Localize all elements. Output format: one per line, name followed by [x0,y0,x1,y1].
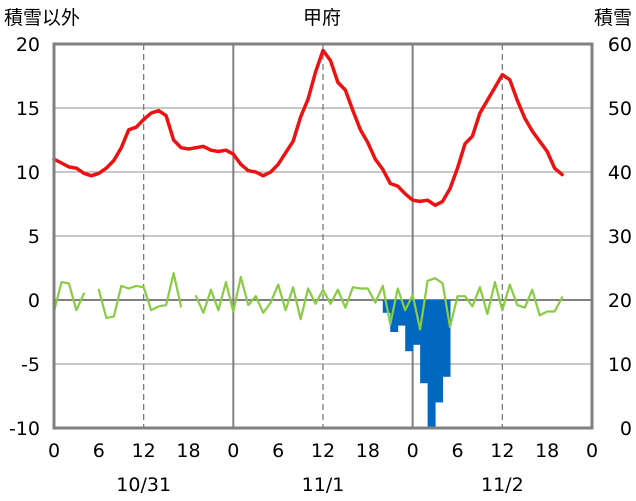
left-tick-label: 20 [16,34,40,56]
x-tick-label: 6 [451,440,463,462]
negative-bar [405,300,414,352]
left-tick-label: 15 [16,98,40,120]
green-series-line [52,272,564,331]
date-label: 10/31 [116,474,171,496]
x-tick-label: 12 [490,440,514,462]
left-tick-label: -10 [9,418,40,440]
date-labels: 10/31 11/1 11/2 [116,474,523,496]
right-tick-label: 20 [608,290,632,312]
negative-bar [427,300,436,428]
negative-bar [435,300,444,403]
x-tick-label: 0 [407,440,419,462]
series-lines [52,48,564,331]
temperature-line [52,48,564,208]
right-tick-label: 40 [608,162,632,184]
right-axis-ticks: 60 50 40 30 20 10 0 [608,34,632,440]
x-tick-label: 18 [176,440,200,462]
x-tick-label: 12 [132,440,156,462]
right-tick-label: 0 [620,418,632,440]
right-tick-label: 10 [608,354,632,376]
negative-bar [397,300,406,326]
x-tick-label: 6 [93,440,105,462]
negative-bar [390,300,399,332]
date-label: 11/2 [481,474,524,496]
right-tick-label: 50 [608,98,632,120]
left-tick-label: 0 [28,290,40,312]
x-tick-label: 6 [272,440,284,462]
x-axis-ticks: 0 6 12 18 0 6 12 18 0 6 12 18 0 [48,440,598,462]
x-tick-label: 18 [356,440,380,462]
left-tick-label: 5 [28,226,40,248]
left-axis-ticks: 20 15 10 5 0 -5 -10 [9,34,40,440]
x-tick-label: 0 [586,440,598,462]
negative-bar [412,300,421,345]
right-tick-label: 30 [608,226,632,248]
right-axis-label: 積雪 [594,7,632,29]
left-tick-label: -5 [21,354,40,376]
x-tick-label: 12 [311,440,335,462]
date-label: 11/1 [302,474,345,496]
plot-frame [52,42,594,430]
chart-title: 甲府 [303,7,341,29]
x-tick-label: 0 [48,440,60,462]
x-tick-label: 18 [535,440,559,462]
right-tick-label: 60 [608,34,632,56]
negative-bar [420,300,429,384]
grid-lines [54,44,592,428]
left-axis-label: 積雪以外 [4,7,80,29]
x-tick-label: 0 [227,440,239,462]
left-tick-label: 10 [16,162,40,184]
negative-bar [442,300,451,377]
